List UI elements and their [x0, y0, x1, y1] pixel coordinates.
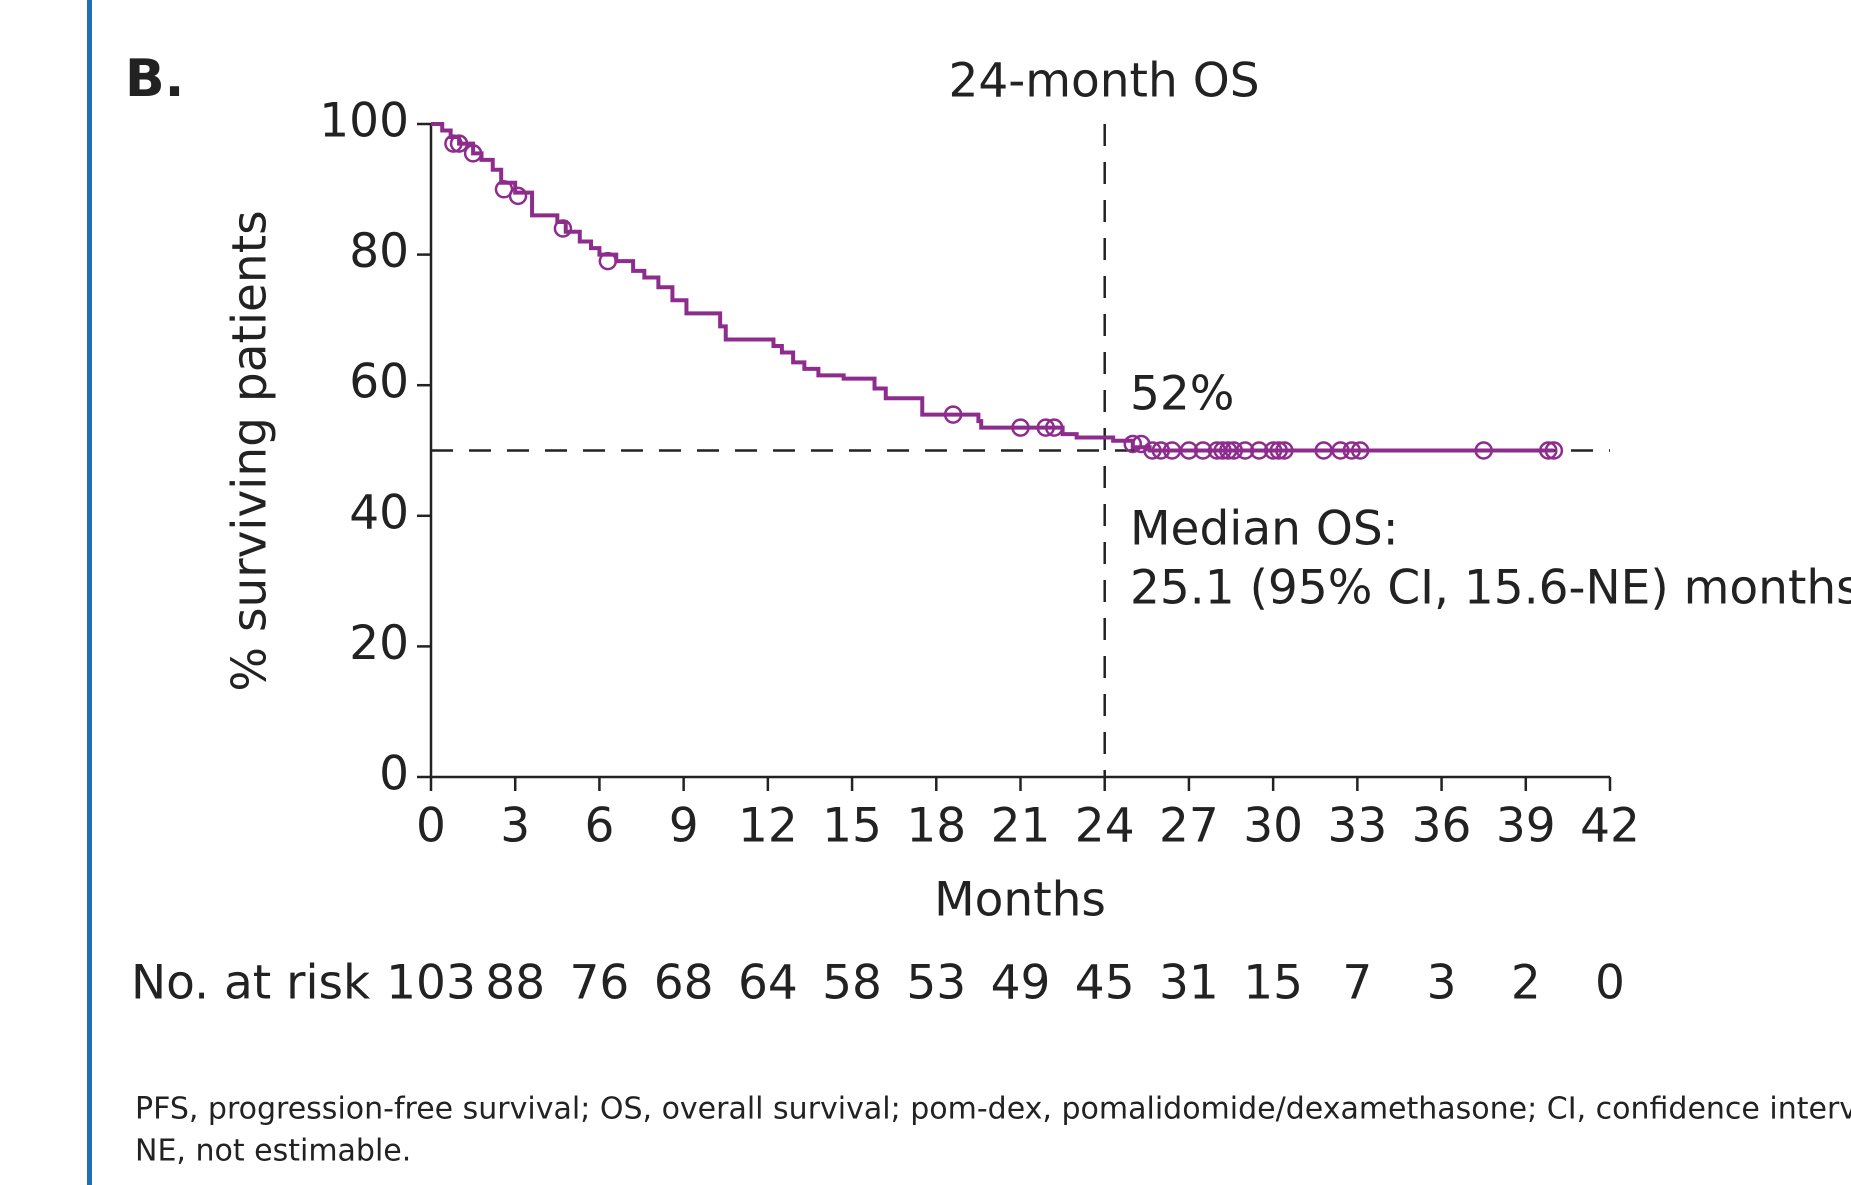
risk-value: 53	[906, 956, 966, 1011]
censor-mark	[1538, 441, 1558, 460]
risk-value: 58	[822, 956, 882, 1011]
x-tick-label: 3	[500, 799, 530, 854]
x-axis-label: Months	[934, 873, 1106, 928]
panel-label: B.	[125, 49, 184, 109]
risk-value: 0	[1595, 956, 1625, 1011]
y-tick-label: 80	[349, 224, 409, 279]
censor-mark	[553, 219, 573, 238]
y-axis-label: % surviving patients	[223, 210, 278, 691]
risk-value: 64	[738, 956, 798, 1011]
risk-value: 31	[1159, 956, 1219, 1011]
risk-value: 68	[654, 956, 714, 1011]
censor-mark	[508, 186, 528, 206]
y-tick-label: 0	[379, 747, 409, 802]
annotation: 25.1 (95% CI, 15.6-NE) months	[1130, 561, 1851, 616]
x-tick-label: 0	[416, 799, 446, 854]
x-tick-label: 27	[1159, 799, 1219, 854]
risk-value: 76	[570, 956, 630, 1011]
censor-mark	[444, 134, 463, 153]
survival-curve	[431, 122, 1554, 453]
x-tick-label: 6	[584, 799, 614, 854]
censor-mark	[1474, 441, 1493, 460]
censor-mark	[1193, 441, 1213, 460]
censor-mark	[598, 251, 618, 271]
censor-mark	[1123, 434, 1143, 454]
censor-mark	[1331, 441, 1350, 460]
risk-value: 7	[1342, 956, 1372, 1011]
x-tick-label: 9	[669, 799, 699, 854]
censor-mark	[1044, 418, 1064, 437]
risk-value: 49	[991, 956, 1051, 1011]
y-tick-label: 20	[349, 616, 409, 671]
y-tick-label: 40	[349, 485, 409, 540]
x-tick-label: 12	[738, 799, 798, 854]
x-tick-label: 18	[906, 799, 966, 854]
risk-label: No. at risk	[131, 956, 371, 1011]
censor-mark	[1179, 441, 1199, 460]
censor-mark	[1269, 441, 1289, 460]
censor-mark	[1263, 441, 1283, 460]
risk-value: 88	[485, 956, 545, 1011]
chart-title: 24-month OS	[948, 54, 1259, 109]
censor-mark	[463, 144, 483, 163]
censor-mark	[1213, 441, 1232, 460]
risk-value: 103	[386, 956, 476, 1011]
x-tick-label: 42	[1580, 799, 1640, 854]
footnote: NE, not estimable.	[135, 1134, 411, 1169]
censor-mark	[1342, 441, 1361, 460]
censor-mark	[943, 405, 963, 424]
x-tick-label: 24	[1075, 799, 1135, 854]
annotation: Median OS:	[1130, 502, 1399, 557]
risk-value: 45	[1075, 956, 1135, 1011]
risk-value: 2	[1511, 956, 1541, 1011]
x-tick-label: 36	[1412, 799, 1472, 854]
x-tick-label: 33	[1327, 799, 1387, 854]
censor-mark	[1036, 418, 1056, 437]
x-tick-label: 39	[1496, 799, 1556, 854]
risk-value: 15	[1243, 956, 1303, 1011]
censor-mark	[1275, 441, 1294, 460]
censor-mark	[1249, 441, 1269, 460]
censor-mark	[1235, 441, 1255, 460]
x-tick-label: 30	[1243, 799, 1303, 854]
censor-mark	[1224, 441, 1244, 460]
censor-mark	[1011, 418, 1030, 437]
censor-mark	[449, 134, 469, 153]
censor-mark	[1143, 441, 1162, 460]
censor-mark	[1544, 441, 1564, 460]
x-tick-label: 21	[991, 799, 1051, 854]
side-bar	[87, 0, 92, 1185]
footnote: PFS, progression-free survival; OS, over…	[135, 1092, 1851, 1127]
risk-value: 3	[1427, 956, 1457, 1011]
y-tick-label: 60	[349, 355, 409, 410]
y-tick-label: 100	[319, 94, 409, 149]
x-tick-label: 15	[822, 799, 882, 854]
censor-mark	[1350, 441, 1370, 460]
annotation: 52%	[1130, 367, 1234, 422]
censor-mark	[1151, 441, 1171, 460]
